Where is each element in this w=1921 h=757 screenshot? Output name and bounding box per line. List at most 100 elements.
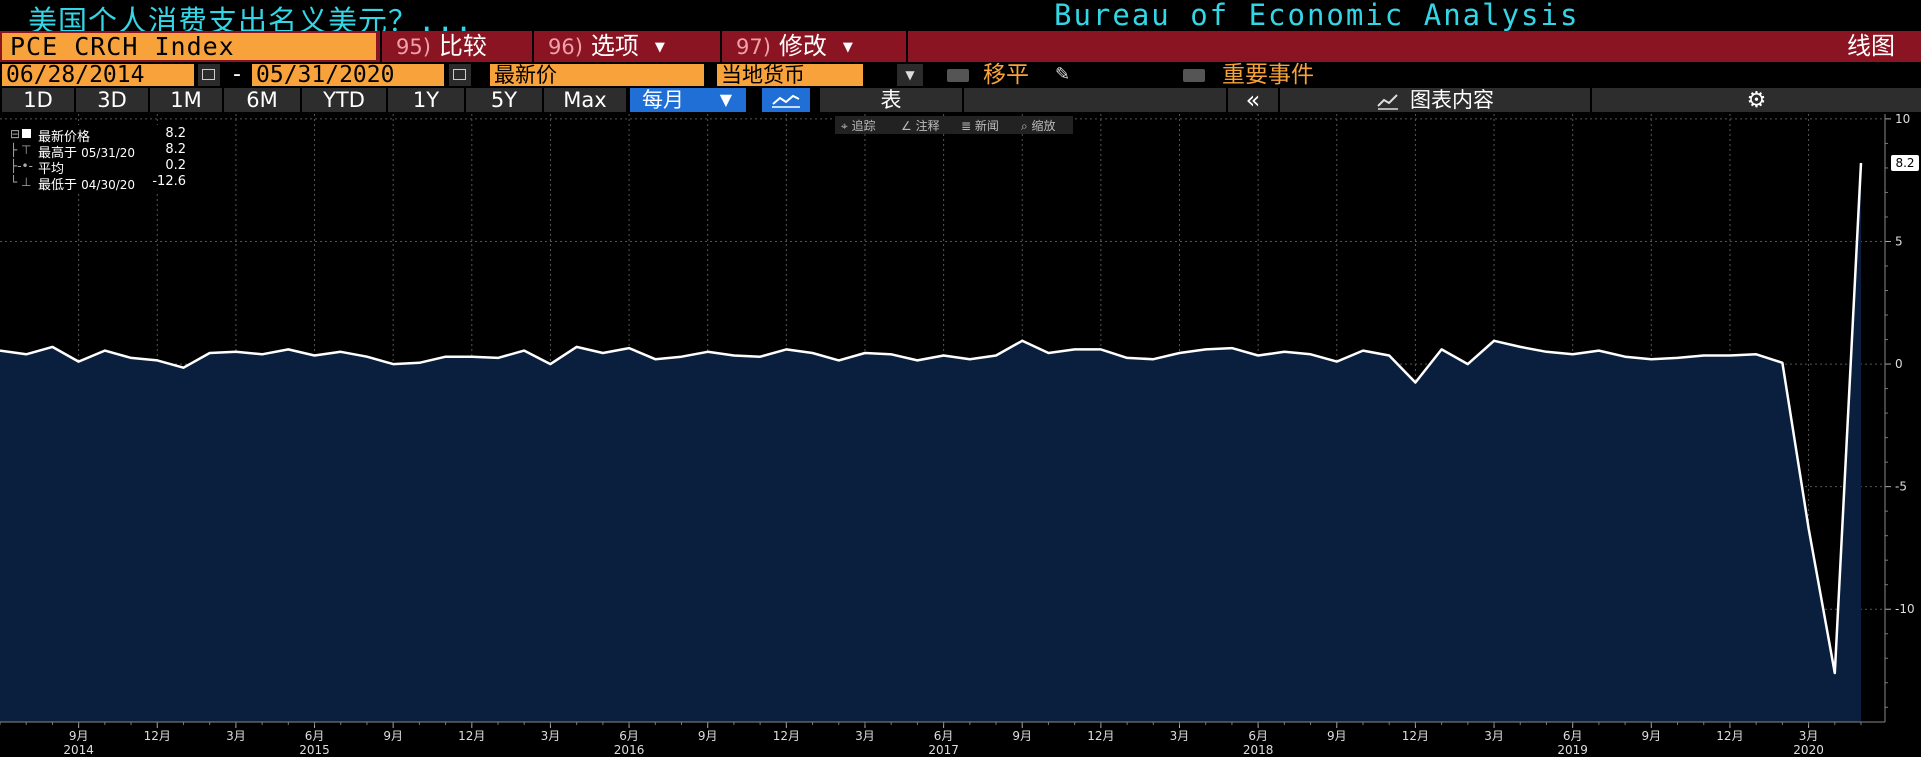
collapse-icon[interactable]: « [1228,88,1278,112]
zoom-button[interactable]: ⌕ 缩放 [1021,119,1056,133]
data-point[interactable] [1230,346,1234,350]
data-point[interactable] [811,351,815,355]
data-point[interactable] [1597,349,1601,353]
data-point[interactable] [260,352,264,356]
data-point[interactable] [942,353,946,357]
chart-content-button[interactable]: 图表内容 [1280,88,1590,112]
ticker-input[interactable]: PCE CRCH Index [2,33,376,60]
period-3d-button[interactable]: 3D [76,88,148,112]
data-point[interactable] [863,351,867,355]
legend-row-low[interactable]: └ ⊥ 最低于 04/30/20 -12.6 [8,174,188,193]
line-chart-icon[interactable] [762,88,810,112]
data-point[interactable] [1125,356,1129,360]
key-events-checkbox[interactable] [1183,69,1205,82]
data-point[interactable] [1649,357,1653,361]
data-point[interactable] [1859,161,1863,165]
period-1m-button[interactable]: 1M [150,88,222,112]
legend-row-last[interactable]: ⊟ 最新价格 8.2 [8,126,188,145]
data-point[interactable] [758,355,762,359]
data-point[interactable] [470,355,474,359]
data-point[interactable] [522,349,526,353]
data-point[interactable] [1780,361,1784,365]
data-point[interactable] [1387,353,1391,357]
data-point[interactable] [915,358,919,362]
data-point[interactable] [653,357,657,361]
data-point[interactable] [732,353,736,357]
data-point[interactable] [1151,357,1155,361]
period-ytd-button[interactable]: YTD [302,88,386,112]
data-point[interactable] [417,361,421,365]
data-point[interactable] [1178,351,1182,355]
data-point[interactable] [994,353,998,357]
data-point[interactable] [548,362,552,366]
frequency-select[interactable]: 每月 ▼ [630,88,746,112]
field-select[interactable]: 最新价 [490,64,704,86]
data-point[interactable] [679,355,683,359]
data-point[interactable] [129,356,133,360]
data-point[interactable] [889,352,893,356]
news-button[interactable]: ≣ 新闻 [961,119,999,133]
data-point[interactable] [103,349,107,353]
data-point[interactable] [339,350,343,354]
legend-row-high[interactable]: ├ ⊤ 最高于 05/31/20 8.2 [8,142,188,161]
moving-avg-checkbox[interactable] [947,69,969,82]
modify-button[interactable]: 97) 修改 ▼ [720,31,906,62]
start-date-input[interactable]: 06/28/2014 [2,64,194,87]
legend-row-average[interactable]: ├-•- 平均 0.2 [8,158,188,177]
pencil-icon[interactable]: ✎ [1055,64,1071,85]
data-point[interactable] [391,362,395,366]
currency-select[interactable]: 当地货币 [717,64,863,86]
start-calendar-icon[interactable] [198,64,220,86]
data-point[interactable] [1571,352,1575,356]
data-point[interactable] [155,358,159,362]
data-point[interactable] [208,351,212,355]
data-point[interactable] [1335,360,1339,364]
data-point[interactable] [627,346,631,350]
data-point[interactable] [1466,362,1470,366]
data-point[interactable] [1046,351,1050,355]
data-point[interactable] [1413,380,1417,384]
data-point[interactable] [601,351,605,355]
data-point[interactable] [1833,671,1837,675]
data-point[interactable] [1676,356,1680,360]
period-max-button[interactable]: Max [544,88,626,112]
data-point[interactable] [1492,339,1496,343]
period-6m-button[interactable]: 6M [224,88,300,112]
data-point[interactable] [1282,350,1286,354]
data-point[interactable] [496,356,500,360]
data-point[interactable] [968,357,972,361]
data-point[interactable] [1361,349,1365,353]
data-point[interactable] [181,366,185,370]
currency-dropdown-icon[interactable]: ▼ [897,64,923,86]
data-point[interactable] [784,347,788,351]
data-point[interactable] [1256,353,1260,357]
data-point[interactable] [286,347,290,351]
data-point[interactable] [50,345,54,349]
data-point[interactable] [365,355,369,359]
data-point[interactable] [1073,347,1077,351]
data-point[interactable] [1204,347,1208,351]
data-point[interactable] [1440,347,1444,351]
data-point[interactable] [1754,352,1758,356]
data-point[interactable] [1623,355,1627,359]
annotate-button[interactable]: ∠ 注释 [901,119,940,133]
data-point[interactable] [706,350,710,354]
data-point[interactable] [77,360,81,364]
end-calendar-icon[interactable] [449,64,471,86]
data-point[interactable] [837,358,841,362]
period-1d-button[interactable]: 1D [2,88,74,112]
data-point[interactable] [1099,347,1103,351]
table-button[interactable]: 表 [820,88,962,112]
data-point[interactable] [24,352,28,356]
compare-button[interactable]: 95) 比较 [380,31,532,62]
data-point[interactable] [1544,350,1548,354]
data-point[interactable] [575,345,579,349]
data-point[interactable] [1728,353,1732,357]
track-button[interactable]: ⌖ 追踪 [841,119,876,133]
data-point[interactable] [1807,526,1811,530]
data-point[interactable] [444,355,448,359]
data-point[interactable] [234,350,238,354]
chart-type-label[interactable]: 线图 [1847,32,1895,60]
period-1y-button[interactable]: 1Y [388,88,464,112]
